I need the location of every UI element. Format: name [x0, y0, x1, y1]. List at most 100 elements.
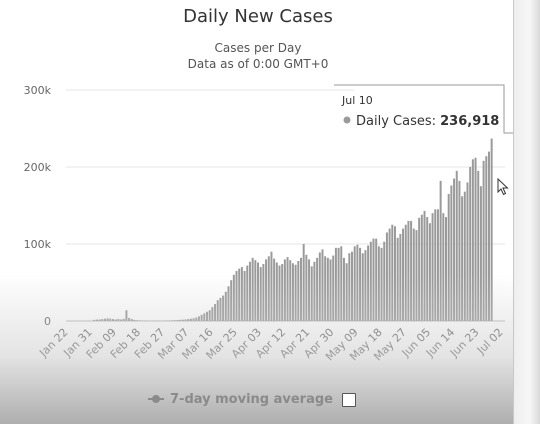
bar[interactable]: [203, 313, 206, 321]
bar[interactable]: [275, 262, 278, 321]
bar[interactable]: [324, 256, 327, 321]
bar[interactable]: [431, 213, 434, 321]
bar[interactable]: [101, 319, 104, 321]
bar[interactable]: [117, 319, 120, 321]
bar[interactable]: [232, 274, 235, 321]
bar[interactable]: [418, 217, 421, 321]
bar[interactable]: [95, 319, 98, 321]
bar[interactable]: [103, 318, 106, 321]
bar[interactable]: [222, 295, 225, 321]
bar[interactable]: [109, 318, 112, 321]
bar[interactable]: [122, 318, 125, 321]
bar[interactable]: [415, 230, 418, 321]
bar[interactable]: [200, 314, 203, 321]
bar[interactable]: [187, 319, 190, 321]
bar[interactable]: [184, 319, 187, 321]
bar[interactable]: [345, 263, 348, 321]
bar[interactable]: [474, 157, 477, 321]
bar[interactable]: [399, 233, 402, 321]
bar[interactable]: [455, 170, 458, 321]
bar[interactable]: [302, 244, 305, 321]
bar[interactable]: [294, 264, 297, 321]
bar[interactable]: [367, 245, 370, 321]
bar[interactable]: [130, 319, 133, 321]
bar[interactable]: [273, 258, 276, 321]
bar[interactable]: [297, 260, 300, 321]
bar[interactable]: [267, 256, 270, 321]
legend-item-moving-average[interactable]: 7-day moving average: [148, 389, 333, 409]
bar[interactable]: [120, 319, 123, 321]
bar[interactable]: [329, 259, 332, 321]
bar[interactable]: [439, 180, 442, 321]
bar[interactable]: [235, 270, 238, 321]
bar[interactable]: [423, 210, 426, 321]
bar[interactable]: [337, 247, 340, 321]
bar[interactable]: [463, 191, 466, 321]
bar[interactable]: [369, 241, 372, 321]
bar[interactable]: [351, 251, 354, 321]
bar[interactable]: [114, 319, 117, 321]
bar[interactable]: [353, 246, 356, 321]
bar[interactable]: [136, 320, 139, 321]
bar[interactable]: [133, 319, 136, 321]
bar[interactable]: [179, 319, 182, 321]
bar[interactable]: [359, 247, 362, 321]
bar[interactable]: [380, 247, 383, 321]
bar[interactable]: [197, 316, 200, 321]
bar[interactable]: [447, 193, 450, 321]
bar[interactable]: [450, 185, 453, 321]
bar[interactable]: [305, 254, 308, 321]
bar[interactable]: [490, 138, 493, 321]
bar[interactable]: [453, 178, 456, 321]
bar[interactable]: [316, 257, 319, 321]
bar[interactable]: [216, 300, 219, 321]
bar[interactable]: [445, 217, 447, 321]
bar[interactable]: [262, 264, 265, 321]
bar[interactable]: [361, 253, 364, 321]
bar[interactable]: [106, 318, 109, 321]
bar[interactable]: [270, 251, 273, 321]
bar[interactable]: [388, 228, 391, 321]
bar[interactable]: [310, 266, 313, 321]
bar[interactable]: [485, 156, 488, 321]
bar[interactable]: [168, 320, 171, 321]
bars[interactable]: [93, 138, 493, 321]
bar[interactable]: [393, 226, 396, 321]
bar[interactable]: [227, 286, 230, 321]
bar[interactable]: [477, 170, 480, 321]
bar[interactable]: [206, 311, 208, 321]
bar[interactable]: [259, 267, 262, 321]
bar[interactable]: [402, 228, 405, 321]
bar[interactable]: [471, 159, 474, 321]
bar[interactable]: [299, 257, 302, 321]
bar[interactable]: [385, 232, 388, 321]
bar[interactable]: [391, 224, 394, 321]
bar[interactable]: [289, 260, 292, 321]
bar[interactable]: [224, 291, 227, 321]
bar[interactable]: [243, 270, 246, 321]
bar[interactable]: [383, 241, 386, 321]
bar[interactable]: [375, 238, 378, 321]
bar[interactable]: [436, 209, 439, 321]
bar[interactable]: [125, 310, 128, 321]
bar[interactable]: [396, 237, 399, 321]
bar[interactable]: [410, 220, 413, 321]
bar[interactable]: [342, 257, 345, 321]
bar[interactable]: [332, 255, 335, 321]
bar[interactable]: [176, 320, 179, 321]
bar[interactable]: [318, 252, 321, 321]
bar[interactable]: [195, 317, 198, 321]
bar[interactable]: [214, 304, 217, 321]
bar[interactable]: [291, 263, 294, 321]
bar[interactable]: [265, 259, 268, 321]
bar[interactable]: [128, 317, 131, 321]
bar[interactable]: [230, 280, 233, 321]
bar[interactable]: [219, 297, 222, 321]
bar[interactable]: [372, 238, 375, 321]
bar[interactable]: [286, 257, 289, 321]
bar[interactable]: [283, 259, 286, 321]
bar[interactable]: [181, 319, 184, 321]
bar[interactable]: [257, 262, 260, 321]
bar[interactable]: [326, 257, 329, 321]
bar[interactable]: [93, 319, 96, 321]
